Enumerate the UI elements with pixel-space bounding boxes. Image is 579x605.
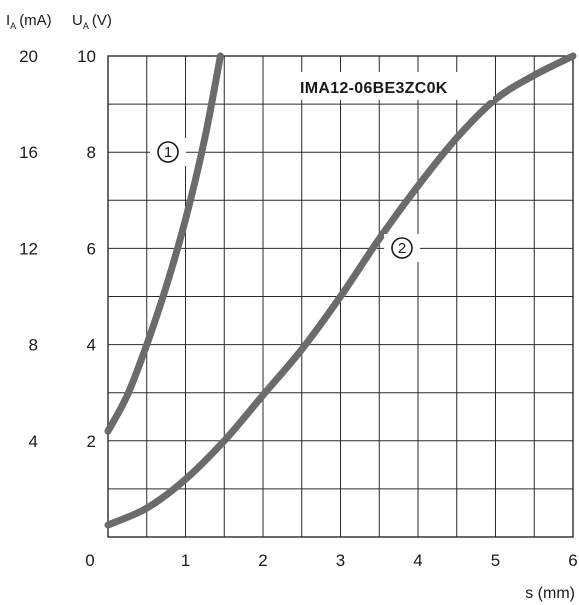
x-tick-label: 2 [258, 551, 267, 570]
x-tick-label: 1 [181, 551, 190, 570]
x-tick-label: 0 [85, 551, 94, 570]
curve-2-marker-label: 2 [398, 240, 406, 257]
x-tick-label: 6 [568, 551, 577, 570]
y-axis-title-current-sub: A [10, 21, 16, 31]
y-axis-title-current-main: I [6, 12, 10, 29]
curve-2-marker: 2 [384, 234, 420, 262]
x-tick-label: 4 [413, 551, 422, 570]
y-tick-label-current: 4 [29, 432, 38, 451]
y-tick-label-voltage: 8 [87, 143, 96, 162]
y-tick-label-voltage: 2 [87, 432, 96, 451]
curves [104, 52, 577, 529]
x-tick-label: 3 [336, 551, 345, 570]
x-tick-label: 5 [491, 551, 500, 570]
curve-1-marker: 1 [150, 138, 186, 166]
y-axis-title-current-unit: (mA) [19, 12, 52, 29]
curve-2-line [104, 52, 577, 529]
y-tick-label-voltage: 6 [87, 239, 96, 258]
y-tick-label-voltage: 4 [87, 336, 96, 355]
y-axis-title-voltage: UA (V) [72, 12, 112, 31]
curve-1-line [104, 52, 224, 435]
curve-1-marker-label: 1 [164, 144, 172, 161]
y-tick-label-voltage: 10 [77, 47, 96, 66]
y-axis-title-voltage-main: U [72, 12, 83, 29]
y-axis-title-current: IA (mA) [6, 12, 52, 31]
model-label: IMA12-06BE3ZC0K [300, 80, 448, 97]
y-tick-label-current: 8 [29, 336, 38, 355]
y-tick-label-current: 16 [19, 143, 38, 162]
plot-frame [107, 55, 574, 538]
y-axis-title-voltage-sub: A [83, 21, 89, 31]
y-tick-label-current: 20 [19, 47, 38, 66]
y-tick-label-current: 12 [19, 239, 38, 258]
x-axis-title: s (mm) [525, 585, 575, 602]
grid [108, 56, 573, 537]
y-axis-title-voltage-unit: (V) [92, 12, 112, 29]
model-label-background [295, 72, 493, 100]
